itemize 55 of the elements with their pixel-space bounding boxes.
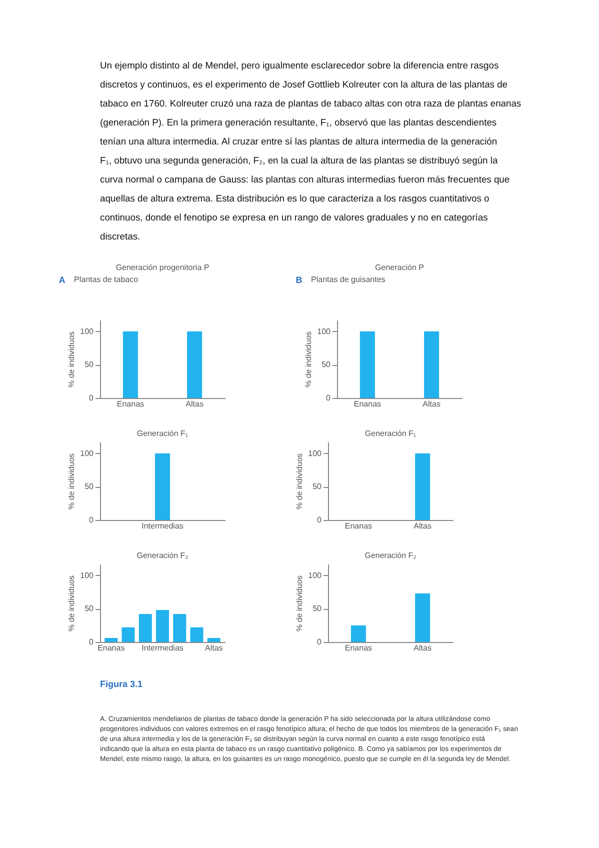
x-tick-label: Enanas — [354, 400, 382, 408]
text: Un ejemplo distinto al de Mendel, pero igualmente esclarecedor sobre la diferencia entre rasgos discretos y continuos, es el experimento de Josef Gottlieb Kolreuter con la altura de las plantas de tabaco en 1760. Kolreuter cruzó una raza de plantas de tabaco altas con otra raza de plantas enanas (generación P). En la primera generación resultante, F₁, observó que las plantas descendientes tenían una altura intermedia. Al cruzar entre sí las plantas de altura intermedia de la generación F₁, obtuvo una segunda generación, F₂, en la cual la altura de las plantas se distribuyó según la curva normal o campana de Gauss: las plantas con alturas intermedias fueron más frecuentes que aquellas de altura extrema. Esta distribución es lo que caracteriza a los rasgos cuantitativos o continuos, donde el fenotipo se expresa en un rango de valores graduales y no en categorías discretas. — [100, 60, 522, 242]
y-tick-label: 0 — [317, 638, 322, 646]
x-tick-label: Enanas — [98, 644, 125, 652]
x-tick-label: Altas — [422, 400, 440, 408]
x-tick-label: Intermedias — [142, 522, 184, 530]
y-tick-label: 0 — [89, 516, 94, 524]
y-tick-label: 50 — [84, 604, 94, 614]
bar — [138, 614, 152, 642]
text: Figura 3.1 — [100, 679, 143, 689]
chart-title: Generación F₁ — [364, 429, 416, 438]
y-tick-label: 100 — [80, 570, 94, 580]
x-tick-label: Enanas — [344, 522, 372, 530]
y-tick-label: 50 — [322, 360, 332, 370]
y-axis-title: % de individuos — [295, 575, 304, 632]
y-tick-label: 50 — [312, 604, 322, 614]
y-axis-title: % de individuos — [67, 575, 76, 632]
y-tick-label: 100 — [80, 448, 94, 458]
chart-title: Generación progenitoria P — [116, 263, 210, 272]
y-tick-label: 50 — [84, 360, 94, 370]
y-tick-label: 50 — [312, 482, 322, 492]
y-tick-label: 0 — [317, 516, 322, 524]
x-tick-label: Intermedias — [142, 644, 184, 652]
y-tick-label: 100 — [80, 326, 94, 336]
y-tick-label: 100 — [317, 326, 332, 336]
bar — [173, 614, 186, 642]
y-axis-title: % de individuos — [67, 331, 76, 388]
bar — [104, 638, 118, 642]
x-tick-label: Enanas — [344, 644, 372, 652]
x-tick-label: Altas — [204, 644, 223, 652]
bar — [207, 638, 220, 642]
y-axis-title: % de individuos — [67, 453, 76, 510]
bar — [190, 627, 204, 642]
bar — [156, 610, 169, 642]
y-tick-label: 0 — [89, 638, 94, 646]
y-tick-label: 50 — [84, 482, 94, 492]
y-tick-label: 0 — [326, 394, 332, 402]
y-axis-title: % de individuos — [295, 453, 304, 510]
text: B — [296, 275, 303, 285]
text: Plantas de tabaco — [74, 275, 139, 284]
chart-title: Generación P — [375, 263, 424, 272]
chart-title: Generación F₂ — [136, 551, 188, 560]
y-tick-label: 100 — [308, 448, 322, 458]
chart-title: Generación F₂ — [364, 551, 416, 560]
x-tick-label: Enanas — [116, 400, 144, 408]
x-tick-label: Altas — [414, 644, 432, 652]
bar — [122, 627, 135, 642]
x-tick-label: Altas — [186, 400, 204, 408]
chart-title: Generación F₁ — [136, 429, 188, 438]
text: Plantas de guisantes — [311, 275, 386, 284]
y-tick-label: 0 — [89, 394, 94, 402]
y-tick-label: 100 — [308, 570, 322, 580]
text: A — [58, 275, 66, 285]
x-tick-label: Altas — [414, 522, 432, 530]
y-axis-title: % de individuos — [304, 331, 314, 388]
